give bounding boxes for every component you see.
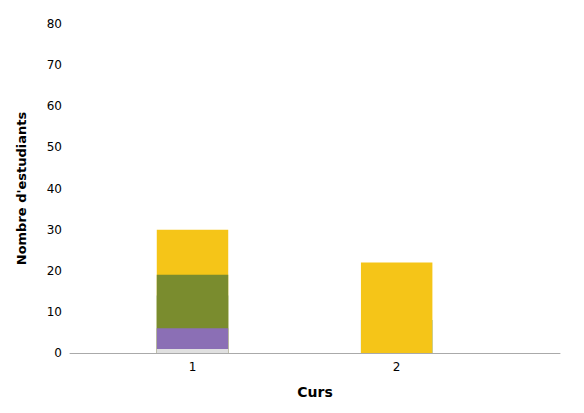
svg-text:70: 70 <box>47 58 62 72</box>
svg-text:0: 0 <box>54 346 62 360</box>
svg-text:40: 40 <box>47 182 62 196</box>
svg-text:1: 1 <box>189 360 197 374</box>
svg-text:Nombre d'estudiants: Nombre d'estudiants <box>14 112 29 266</box>
svg-text:60: 60 <box>47 99 62 113</box>
svg-text:Curs: Curs <box>297 384 332 400</box>
svg-text:20: 20 <box>47 264 62 278</box>
svg-text:50: 50 <box>47 140 62 154</box>
svg-text:30: 30 <box>47 223 62 237</box>
svg-text:80: 80 <box>47 17 62 31</box>
svg-text:10: 10 <box>47 305 62 319</box>
svg-text:2: 2 <box>393 360 401 374</box>
